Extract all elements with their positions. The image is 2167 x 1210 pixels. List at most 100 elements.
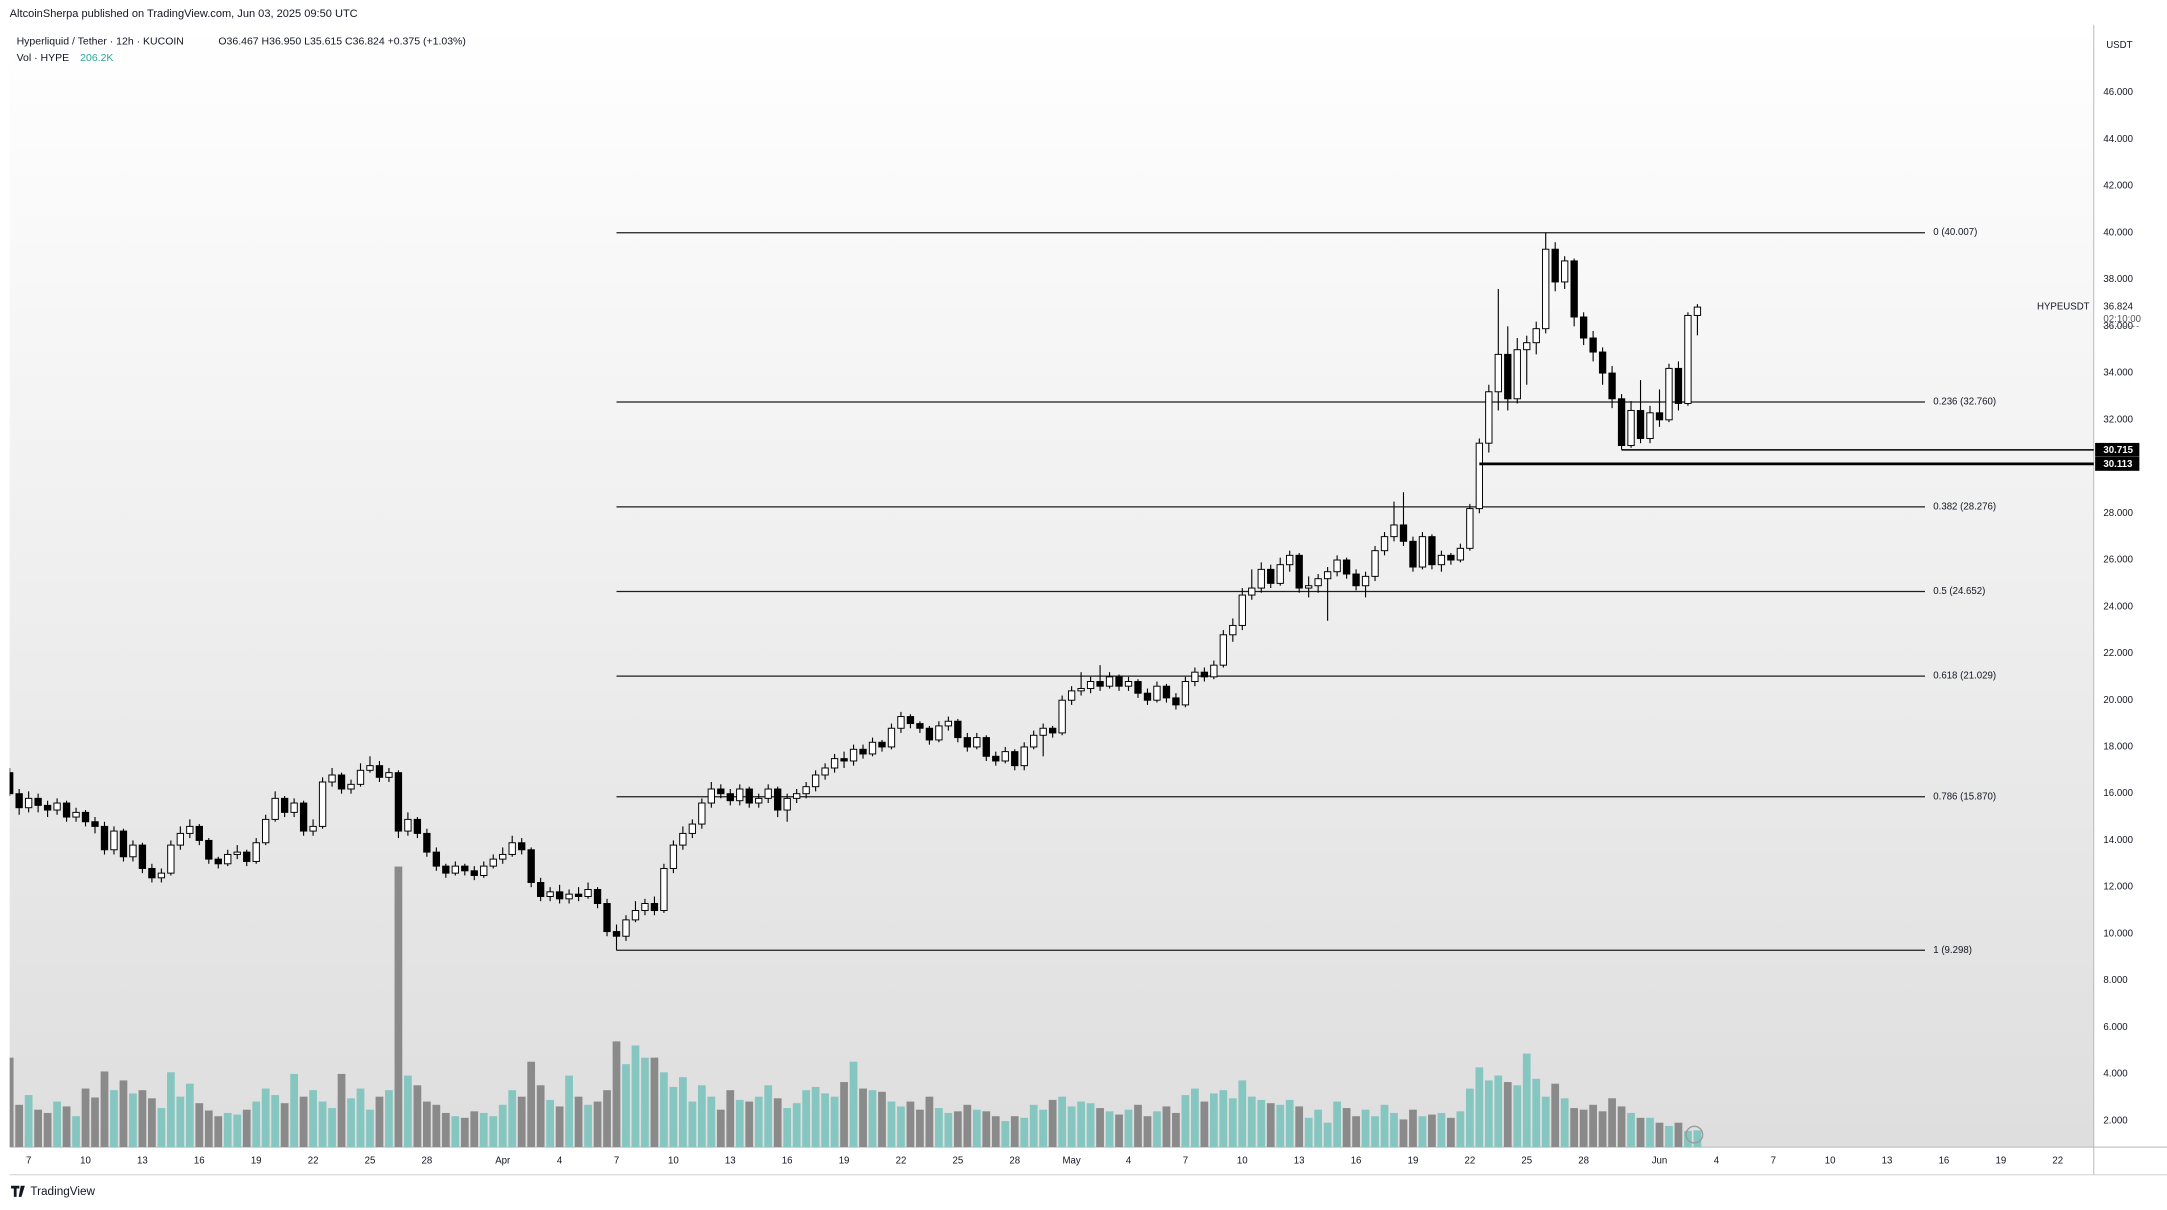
- volume-bar: [1541, 1096, 1550, 1148]
- y-tick-label: 40.000: [2103, 227, 2133, 238]
- volume-bar: [716, 1109, 725, 1148]
- volume-bar: [309, 1090, 317, 1148]
- candle-body: [1181, 681, 1190, 706]
- y-tick-label: 38.000: [2103, 274, 2133, 285]
- volume-bar: [166, 1072, 175, 1148]
- logo-mark: [11, 1185, 25, 1197]
- candle-body: [1134, 681, 1142, 694]
- candle-body: [1380, 536, 1389, 552]
- volume-bar: [1304, 1117, 1313, 1148]
- volume-bar: [337, 1073, 346, 1148]
- volume-bar: [394, 866, 403, 1148]
- volume-bar: [1399, 1119, 1408, 1148]
- candle-body: [1200, 671, 1209, 678]
- volume-bar: [1570, 1108, 1579, 1148]
- x-tick-label: 25: [1521, 1155, 1532, 1166]
- candle-body: [1551, 248, 1559, 283]
- candle-body: [9, 772, 14, 795]
- volume-bar: [214, 1116, 223, 1148]
- x-tick-label: 16: [1351, 1155, 1362, 1166]
- candle-body: [1238, 594, 1246, 626]
- volume-bar: [261, 1088, 270, 1148]
- volume-bar: [1067, 1106, 1076, 1148]
- candle-body: [337, 774, 346, 790]
- volume-bar: [1029, 1104, 1038, 1148]
- volume-bar: [53, 1101, 61, 1148]
- candle-body: [764, 788, 772, 799]
- candle-body: [404, 818, 412, 832]
- volume-bar: [1181, 1095, 1190, 1148]
- volume-bar: [1105, 1111, 1114, 1148]
- candle-body: [631, 910, 640, 921]
- candle-body: [1437, 554, 1446, 566]
- symbol-title: Hyperliquid / Tether · 12h · KUCOIN: [17, 35, 184, 47]
- candle-body: [745, 788, 753, 804]
- fib-level-label: 1 (9.298): [1933, 945, 1972, 956]
- candle-body: [442, 865, 450, 874]
- candle-body: [878, 741, 886, 748]
- candle-body: [688, 823, 697, 834]
- candle-body: [612, 931, 621, 937]
- volume-bar: [916, 1109, 924, 1148]
- volume-bar: [252, 1101, 261, 1148]
- volume-bar: [1437, 1112, 1446, 1148]
- candle-body: [1409, 540, 1417, 568]
- candle-body: [451, 865, 459, 874]
- candle-body: [963, 737, 971, 748]
- volume-bar: [100, 1071, 109, 1148]
- volume-bar: [1598, 1111, 1607, 1148]
- volume-bar: [1447, 1117, 1455, 1148]
- candle-body: [366, 765, 374, 771]
- y-tick-label: 8.000: [2103, 975, 2127, 986]
- volume-bar: [498, 1104, 507, 1148]
- candle-body: [157, 872, 166, 879]
- volume-bar: [1115, 1114, 1123, 1148]
- candle-body: [1646, 412, 1654, 439]
- volume-bar: [1143, 1116, 1152, 1148]
- volume-bar: [1010, 1116, 1019, 1148]
- candle-body: [707, 788, 715, 804]
- candle-body: [802, 786, 810, 795]
- volume-layer: [9, 866, 1702, 1148]
- candle-body: [593, 889, 602, 904]
- volume-bar: [404, 1075, 412, 1148]
- volume-bar: [441, 1112, 450, 1148]
- candle-body: [1276, 564, 1284, 584]
- volume-bar: [1342, 1108, 1351, 1148]
- volume-bar: [15, 1104, 24, 1148]
- volume-bar: [982, 1111, 991, 1148]
- volume-bar: [233, 1114, 242, 1148]
- x-tick-label: Apr: [495, 1155, 511, 1166]
- candle-body: [1219, 634, 1227, 666]
- volume-bar: [593, 1101, 602, 1148]
- volume-bar: [195, 1103, 204, 1148]
- candle-body: [859, 748, 867, 755]
- y-tick-label: 14.000: [2103, 835, 2133, 846]
- candle-body: [110, 830, 118, 851]
- candle-body: [1077, 688, 1085, 692]
- candle-body: [1323, 571, 1332, 580]
- volume-bar: [1295, 1106, 1304, 1148]
- candle-body: [1598, 351, 1607, 374]
- replay-icon[interactable]: [1685, 1125, 1704, 1144]
- last-price: 36.824: [2103, 302, 2133, 313]
- volume-bar: [299, 1096, 308, 1148]
- volume-label: Vol · HYPE: [17, 52, 70, 64]
- candle-body: [1143, 692, 1152, 701]
- candle-body: [1561, 260, 1569, 283]
- x-tick-label: 19: [1408, 1155, 1419, 1166]
- candle-body: [1352, 573, 1360, 587]
- candle-body: [821, 767, 829, 776]
- candle-body: [1333, 559, 1341, 573]
- volume-bar: [1247, 1096, 1256, 1148]
- volume-bar: [1456, 1111, 1465, 1148]
- volume-bar: [385, 1090, 393, 1148]
- x-tick-label: 25: [952, 1155, 963, 1166]
- volume-bar: [830, 1096, 839, 1148]
- volume-bar: [422, 1101, 431, 1148]
- candle-body: [1589, 337, 1597, 353]
- volume-bar: [1314, 1109, 1323, 1148]
- candle-body: [290, 802, 298, 813]
- x-tick-label: 7: [26, 1155, 31, 1166]
- candle-body: [309, 825, 317, 832]
